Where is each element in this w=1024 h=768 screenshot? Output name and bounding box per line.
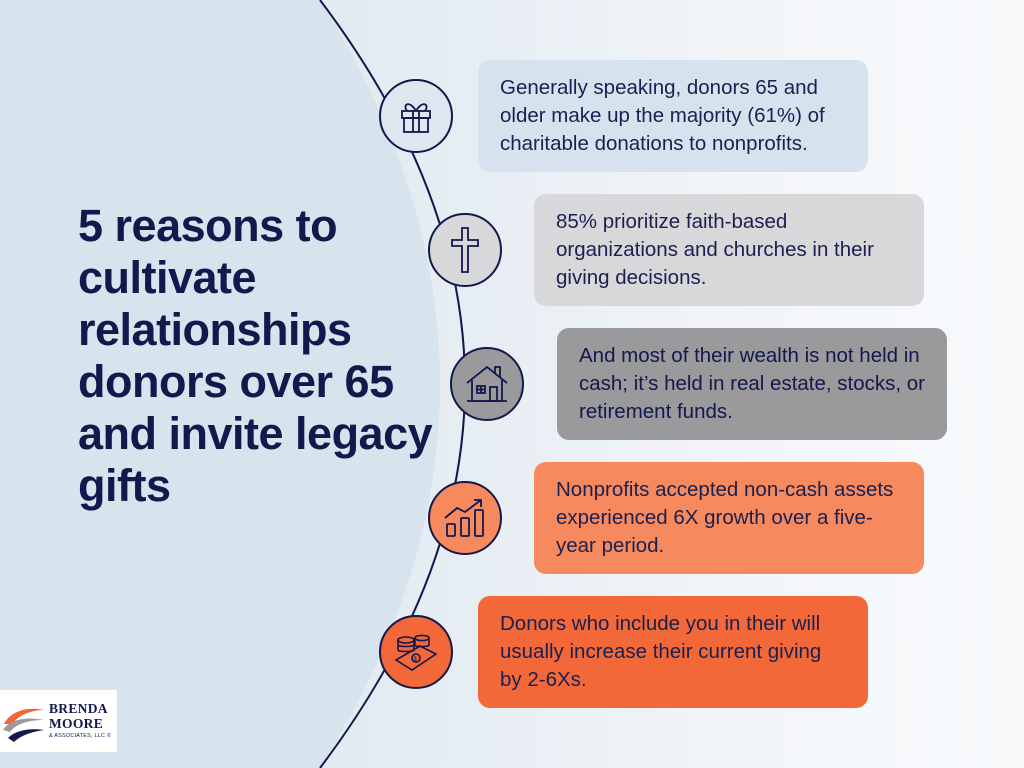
reason-card-4: Nonprofits accepted non-cash assets expe… — [534, 462, 924, 574]
page-title: 5 reasons to cultivate relationships don… — [78, 200, 433, 511]
house-icon — [450, 347, 524, 421]
reason-text-3: And most of their wealth is not held in … — [579, 344, 926, 423]
logo-name-line1: BRENDA — [49, 701, 108, 716]
money-coins-icon: $ — [379, 615, 453, 689]
cross-icon — [428, 213, 502, 287]
growth-chart-icon — [428, 481, 502, 555]
logo-name-line2: MOORE — [49, 716, 103, 731]
brenda-moore-logo: BRENDA MOORE & ASSOCIATES, LLC © — [0, 690, 117, 752]
reason-text-4: Nonprofits accepted non-cash assets expe… — [556, 478, 894, 557]
reason-text-1: Generally speaking, donors 65 and older … — [500, 76, 825, 155]
reason-card-5: Donors who include you in their will usu… — [478, 596, 868, 708]
reason-text-5: Donors who include you in their will usu… — [500, 612, 822, 691]
logo-subtitle: & ASSOCIATES, LLC © — [49, 733, 112, 739]
reason-card-2: 85% prioritize faith-based organizations… — [534, 194, 924, 306]
reason-card-3: And most of their wealth is not held in … — [557, 328, 947, 440]
reason-card-1: Generally speaking, donors 65 and older … — [478, 60, 868, 172]
reason-text-2: 85% prioritize faith-based organizations… — [556, 210, 874, 289]
svg-text:$: $ — [414, 657, 418, 663]
gift-icon — [379, 79, 453, 153]
logo-swoosh-icon — [3, 708, 44, 742]
